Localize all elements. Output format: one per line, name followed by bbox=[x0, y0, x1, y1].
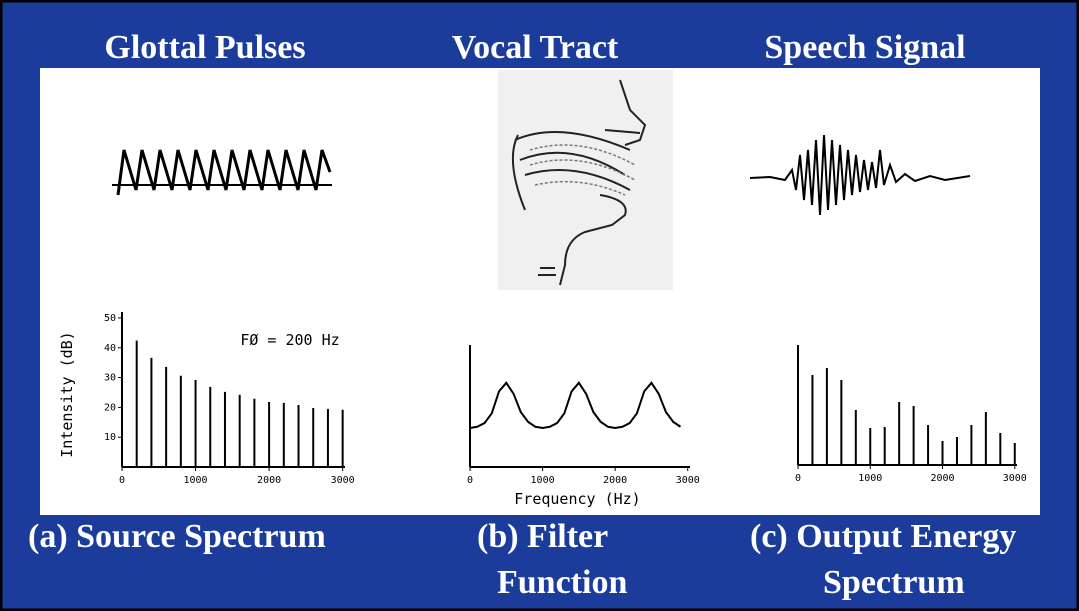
vocal-tract-drawing bbox=[511, 79, 647, 286]
caption: Function bbox=[497, 564, 627, 601]
glottal-waveform bbox=[116, 149, 332, 196]
x-tick-label: 2000 bbox=[603, 475, 627, 486]
x-axis-label: Frequency (Hz) bbox=[514, 490, 640, 508]
heading: Vocal Tract bbox=[452, 29, 619, 66]
x-tick-label: 3000 bbox=[1003, 473, 1027, 484]
vocal-tract-hatching bbox=[529, 144, 636, 196]
x-tick-label: 1000 bbox=[858, 473, 882, 484]
x-tick-label: 1000 bbox=[531, 475, 555, 486]
caption: (c) Output Energy bbox=[750, 518, 1016, 555]
y-tick-label: 10 bbox=[104, 432, 116, 443]
x-tick-label: 2000 bbox=[930, 473, 954, 484]
x-tick-label: 3000 bbox=[331, 475, 355, 486]
caption: (b) Filter bbox=[477, 518, 608, 555]
x-tick-label: 3000 bbox=[676, 475, 700, 486]
caption: (a) Source Spectrum bbox=[28, 518, 326, 555]
x-tick-label: 0 bbox=[795, 473, 801, 484]
y-axis-label: Intensity (dB) bbox=[58, 331, 76, 457]
caption: Spectrum bbox=[823, 564, 965, 601]
x-tick-label: 0 bbox=[467, 475, 473, 486]
heading: Glottal Pulses bbox=[104, 29, 305, 66]
charts: 0 1000 2000 3000 10 20 30 40 50 Intensity (dB) FØ … bbox=[58, 312, 1027, 508]
speech-waveform bbox=[749, 134, 971, 216]
x-tick-label: 0 bbox=[119, 475, 125, 486]
y-tick-label: 50 bbox=[104, 313, 116, 324]
annotation: FØ = 200 Hz bbox=[240, 331, 339, 349]
y-tick-label: 40 bbox=[104, 343, 116, 354]
filter-curve bbox=[469, 381, 682, 429]
y-tick-label: 30 bbox=[104, 373, 116, 384]
y-tick-label: 20 bbox=[104, 402, 116, 413]
x-tick-label: 1000 bbox=[184, 475, 208, 486]
heading: Speech Signal bbox=[764, 29, 965, 66]
vocal-tract-image bbox=[498, 70, 673, 290]
x-tick-label: 2000 bbox=[257, 475, 281, 486]
